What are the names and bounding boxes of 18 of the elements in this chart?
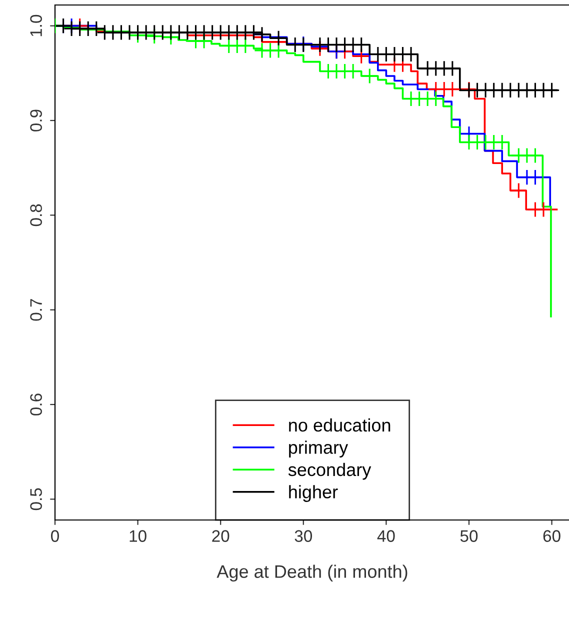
y-tick-label: 0.8	[30, 204, 42, 226]
x-axis-title: Age at Death (in month)	[216, 564, 408, 582]
x-tick-label: 10	[130, 530, 146, 542]
x-tick-label: 30	[294, 530, 312, 542]
y-tick-label: 1.0	[30, 14, 42, 36]
x-tick-label: 50	[460, 530, 478, 542]
y-tick-label: 0.7	[30, 299, 42, 321]
legend-label: secondary	[288, 462, 372, 480]
legend-label: higher	[289, 485, 338, 502]
y-tick-label: 0.9	[30, 110, 42, 132]
x-tick-label: 20	[212, 530, 230, 542]
x-tick-label: 60	[543, 530, 560, 542]
x-tick-label: 0	[51, 530, 59, 542]
legend-label: primary	[289, 440, 348, 458]
y-tick-label: 0.6	[30, 394, 42, 416]
x-tick-label: 40	[377, 530, 395, 542]
y-tick-label: 0.5	[30, 488, 42, 510]
legend-label: no education	[289, 418, 390, 432]
